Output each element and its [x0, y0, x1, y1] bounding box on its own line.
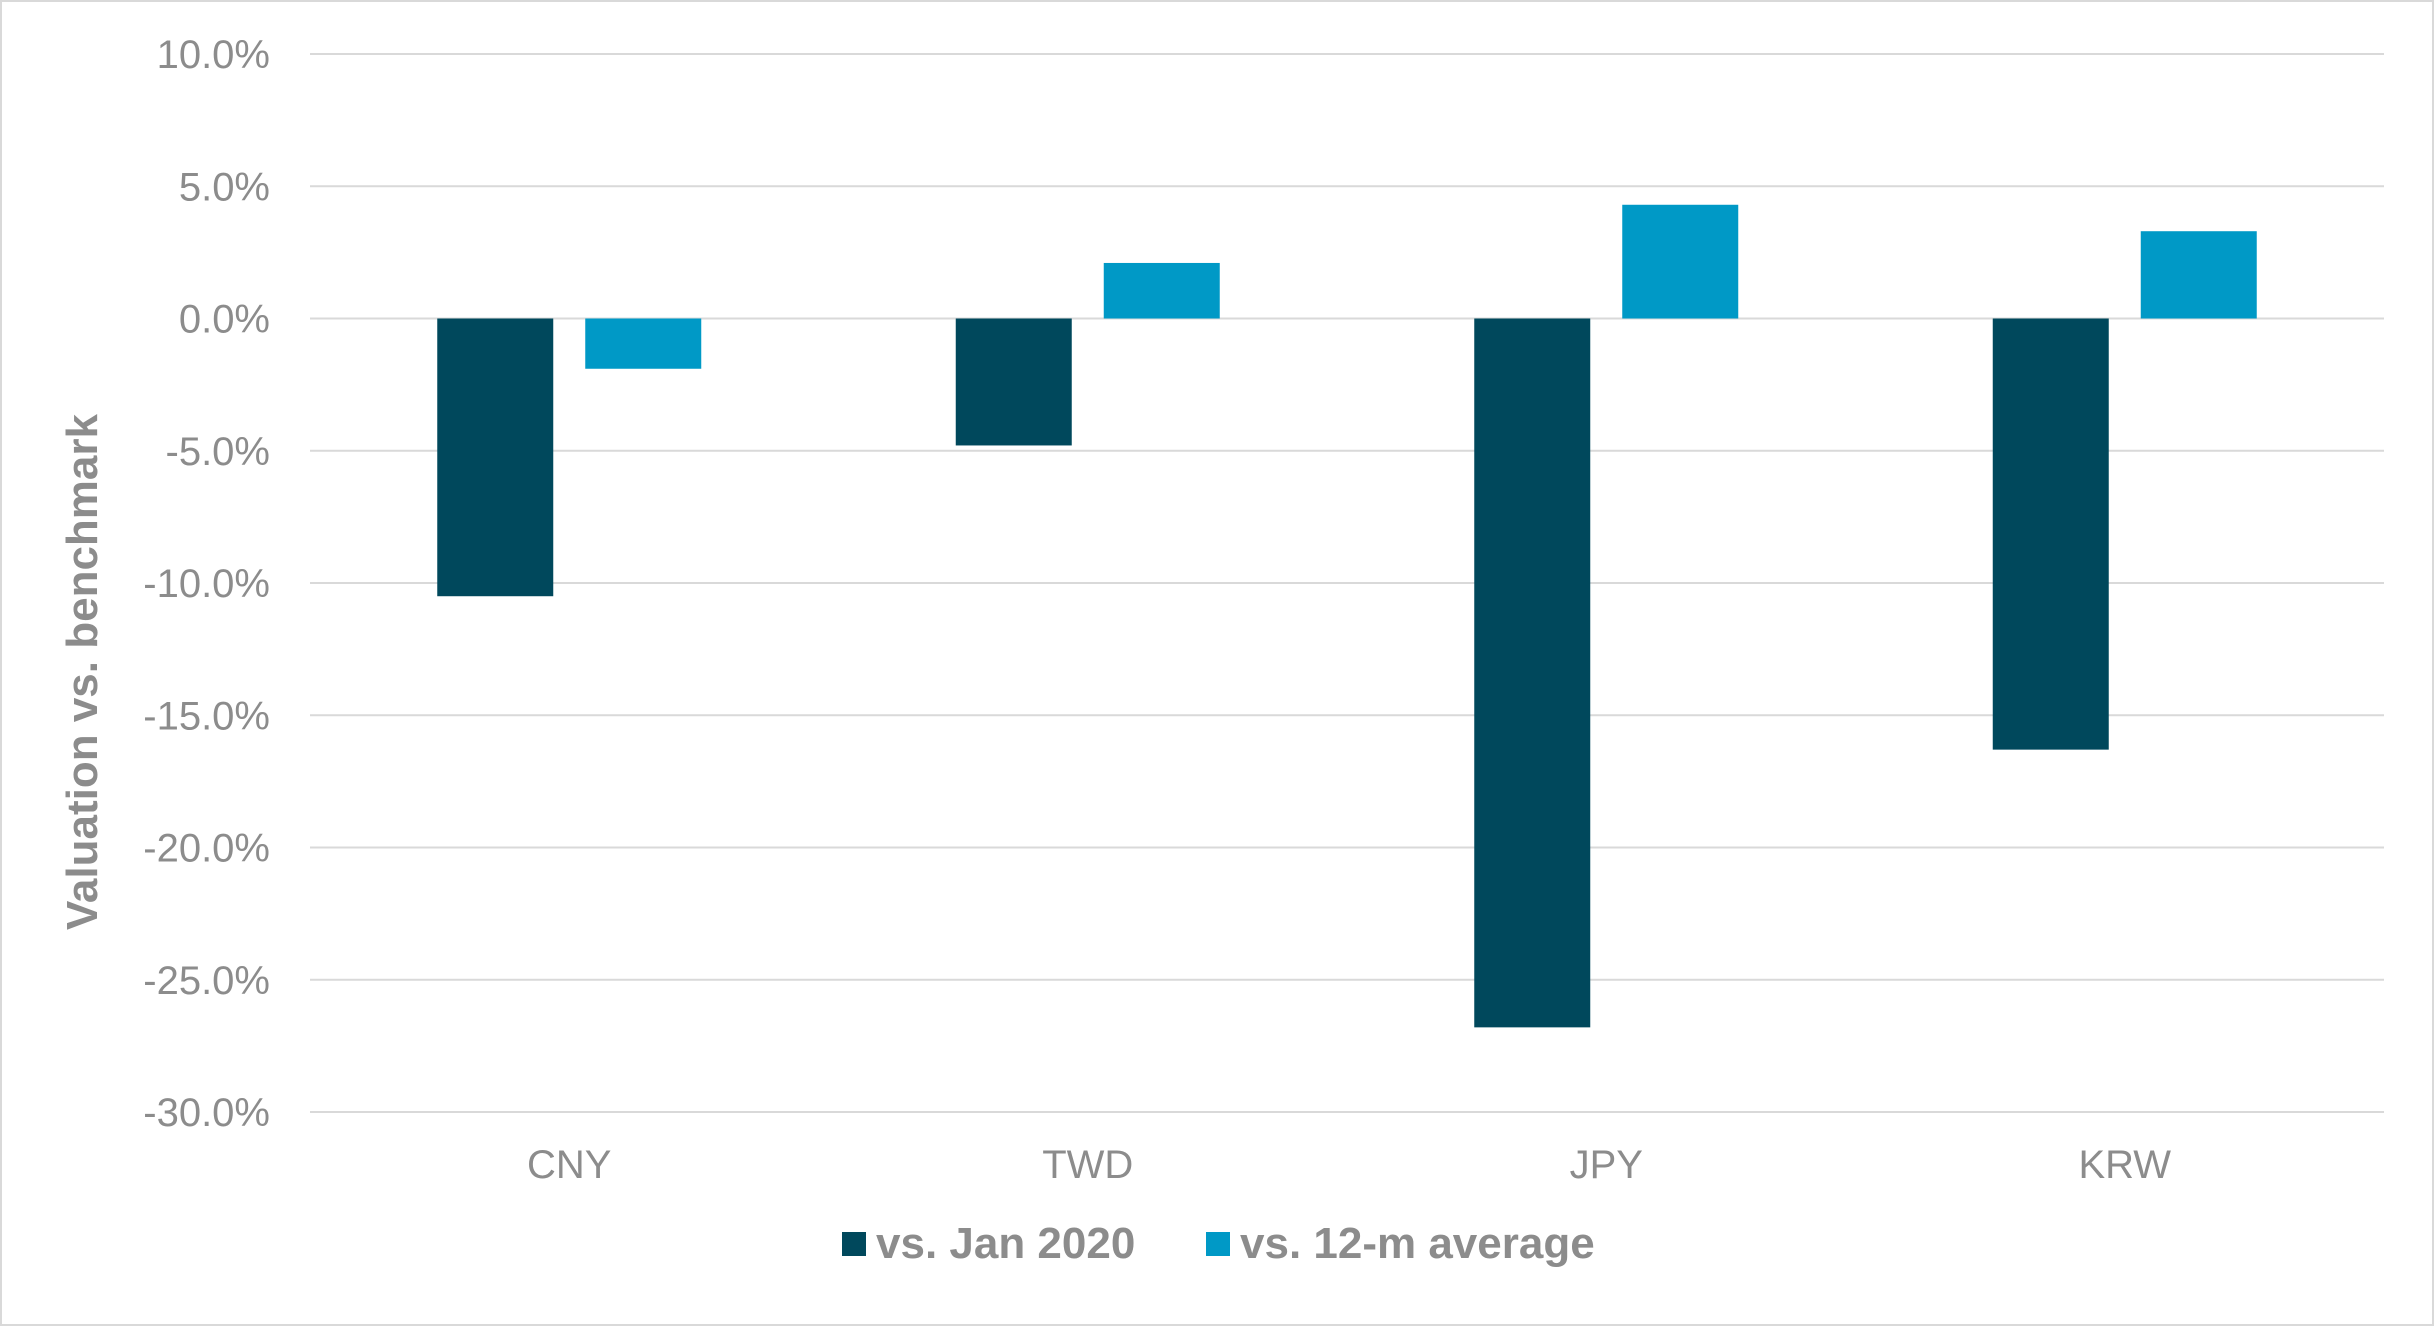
y-tick-label: -10.0%	[143, 562, 270, 606]
y-tick-label: -20.0%	[143, 827, 270, 871]
legend: vs. Jan 2020 vs. 12-m average	[842, 1219, 1595, 1268]
x-axis-ticks: CNY TWD JPY KRW	[527, 1143, 2171, 1187]
bar-jpy-series-1	[1474, 318, 1591, 1028]
y-tick-label: 10.0%	[157, 33, 270, 77]
x-tick-label-krw: KRW	[2078, 1143, 2171, 1187]
legend-swatch-series-1	[842, 1232, 866, 1256]
x-tick-label-jpy: JPY	[1570, 1143, 1643, 1187]
bar-krw-series-1	[1992, 318, 2109, 750]
y-axis-title: Valuation vs. benchmark	[58, 413, 107, 929]
y-tick-label: 0.0%	[179, 298, 270, 342]
y-tick-label: -15.0%	[143, 694, 270, 738]
x-tick-label-twd: TWD	[1042, 1143, 1133, 1187]
bar-cny-series-2	[585, 318, 702, 369]
y-tick-label: -5.0%	[166, 430, 271, 474]
y-tick-label: -25.0%	[143, 959, 270, 1003]
bar-twd-series-2	[1103, 262, 1220, 319]
bar-cny-series-1	[437, 318, 554, 597]
y-tick-label: -30.0%	[143, 1091, 270, 1135]
legend-swatch-series-2	[1206, 1232, 1230, 1256]
legend-label-series-1: vs. Jan 2020	[876, 1219, 1135, 1268]
bar-krw-series-2	[2140, 231, 2257, 319]
bars	[437, 204, 2257, 1028]
bar-twd-series-1	[955, 318, 1072, 446]
y-axis-ticks: 10.0% 5.0% 0.0% -5.0% -10.0% -15.0% -20.0% -25.…	[143, 33, 270, 1135]
bar-jpy-series-2	[1622, 204, 1739, 319]
x-tick-label-cny: CNY	[527, 1143, 611, 1187]
legend-label-series-2: vs. 12-m average	[1240, 1219, 1595, 1268]
y-tick-label: 5.0%	[179, 165, 270, 209]
